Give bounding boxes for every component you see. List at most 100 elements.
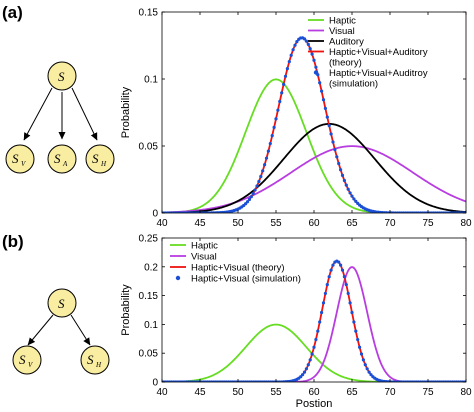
chart-a-xtick-label: 60 <box>308 218 320 229</box>
chart-a-sim-point <box>249 195 253 199</box>
chart-a-sim-point <box>278 99 282 104</box>
chart-a-sim-point <box>293 43 297 47</box>
chart-b-legend-label: Haptic <box>191 240 218 251</box>
chart-b-sim-point <box>356 337 360 342</box>
chart-b-sim-point <box>325 282 329 287</box>
chart-a-sim-point <box>312 58 316 62</box>
chart-b-xtick-label: 75 <box>422 387 434 398</box>
chart-a-ytick-label: 0 <box>152 209 158 220</box>
chart-b-sim-point <box>350 310 354 315</box>
chart-b-sim-point <box>306 363 310 367</box>
chart-a-sim-point <box>289 53 293 57</box>
chart-a-sim-point <box>263 163 267 167</box>
chart-b-xtick-label: 70 <box>384 387 396 398</box>
chart-b-sim-point <box>363 363 367 367</box>
chart-a-sim-point <box>337 161 341 166</box>
chart-b-legend-swatch <box>175 275 181 281</box>
graph-b-root-label: S <box>58 296 65 311</box>
chart-a-legend-label: (theory) <box>329 57 362 68</box>
chart-a-sim-point <box>251 192 255 196</box>
chart-b-sim-point <box>342 275 346 279</box>
chart-b-sim-point <box>340 268 345 272</box>
chart-a-series-haptic-visual-auditroy-simulation <box>162 36 466 213</box>
graph-a-node-v <box>5 144 35 174</box>
chart-a-sim-point <box>333 148 337 152</box>
chart-b-sim-point <box>301 373 305 377</box>
chart-b-xtick-label: 60 <box>308 387 320 398</box>
chart-a-sim-point <box>276 108 280 112</box>
chart-a-sim-point <box>302 37 307 41</box>
graph-a: S S V S A S H <box>5 61 115 174</box>
chart-b-sim-point <box>302 370 307 374</box>
graph-b-node-h-sub: H <box>95 361 102 369</box>
chart-b-xtick-label: 65 <box>346 387 358 398</box>
chart-a-sim-point <box>282 82 286 86</box>
chart-a-sim-point <box>310 52 314 56</box>
chart-b-sim-point <box>354 329 358 333</box>
chart-b-sim-point <box>299 375 303 379</box>
chart-a-series-haptic-visual-auditory-theory <box>162 36 466 213</box>
chart-b-sim-point <box>352 320 356 324</box>
chart-b-sim-point <box>318 320 322 324</box>
chart-b-sim-point <box>361 358 365 362</box>
chart-a-legend-label: Haptic+Visual+Auditroy <box>329 68 428 79</box>
graph-b-node-v <box>12 345 42 375</box>
graph-a-node-h-letter: S <box>92 151 99 166</box>
chart-a-sim-point <box>272 125 276 129</box>
chart-b-ylabel: Probability <box>120 284 132 336</box>
chart-a-sim-point <box>304 39 308 43</box>
chart-a-sim-point <box>327 124 331 128</box>
chart-a-legend-label: Haptic <box>329 15 356 26</box>
chart-a-sim-point <box>295 40 299 44</box>
chart-b-sim-point <box>365 367 369 371</box>
chart-a-sim-point <box>354 199 358 203</box>
graph-a-node-a-sub: A <box>62 160 68 168</box>
chart-b-ytick-label: 0.2 <box>144 262 158 273</box>
chart-b-sim-point <box>358 345 362 349</box>
chart-a-sim-point <box>331 140 335 144</box>
chart-a-xtick-label: 80 <box>460 218 472 229</box>
chart-a-xtick-label: 50 <box>232 218 244 229</box>
chart-a-sim-point <box>280 91 284 95</box>
chart-a-sim-point <box>287 59 291 64</box>
chart-a-plot-area <box>162 36 466 213</box>
chart-a-sim-point <box>285 67 289 71</box>
chart-a-series-haptic <box>162 78 466 213</box>
chart-b-series-haptic <box>162 323 466 382</box>
chart-a-xtick-label: 45 <box>194 218 206 229</box>
chart-a-sim-point <box>247 197 251 202</box>
graph-a-node-root <box>47 61 77 91</box>
panel-label-a: (a) <box>2 3 23 22</box>
graph-a-node-h-sub: H <box>100 160 107 168</box>
chart-b-sim-point <box>359 352 364 356</box>
chart-a-ytick-label: 0.15 <box>139 8 159 19</box>
chart-b-ytick-label: 0.05 <box>139 349 159 360</box>
chart-a-sim-point <box>342 178 346 183</box>
chart-a-sim-point <box>346 187 350 191</box>
chart-a-sim-point <box>318 81 322 85</box>
chart-b-sim-point <box>329 268 333 272</box>
chart-a-legend-label: Visual <box>329 26 355 37</box>
chart-b-ytick-label: 0.25 <box>139 234 159 245</box>
graph-a-node-a-letter: S <box>54 151 61 166</box>
chart-a-sim-point <box>270 134 274 138</box>
chart-a-sim-point <box>268 141 272 146</box>
chart-a-sim-point <box>344 183 348 187</box>
graph-a-root-label: S <box>58 69 65 84</box>
chart-b-ytick-label: 0.15 <box>139 291 159 302</box>
chart-a-sim-point <box>323 106 327 111</box>
chart-b-sim-point <box>367 370 371 374</box>
chart-b-sim-point <box>312 345 316 349</box>
chart-a-series-auditory <box>162 122 466 213</box>
chart-b-sim-point <box>327 275 331 279</box>
graph-b-edge-h <box>70 314 91 346</box>
chart-a-sim-point <box>261 169 265 173</box>
chart-a-legend: HapticVisualAuditoryHaptic+Visual+Audito… <box>308 15 428 89</box>
chart-b-ytick-label: 0 <box>152 378 158 389</box>
chart-b-legend-label: Haptic+Visual (theory) <box>191 262 285 273</box>
chart-a-sim-point <box>283 74 288 78</box>
chart-a-sim-point <box>245 200 250 204</box>
chart-b-xtick-label: 40 <box>156 387 168 398</box>
chart-b-sim-point <box>344 282 348 287</box>
chart-a-xtick-label: 40 <box>156 218 168 229</box>
